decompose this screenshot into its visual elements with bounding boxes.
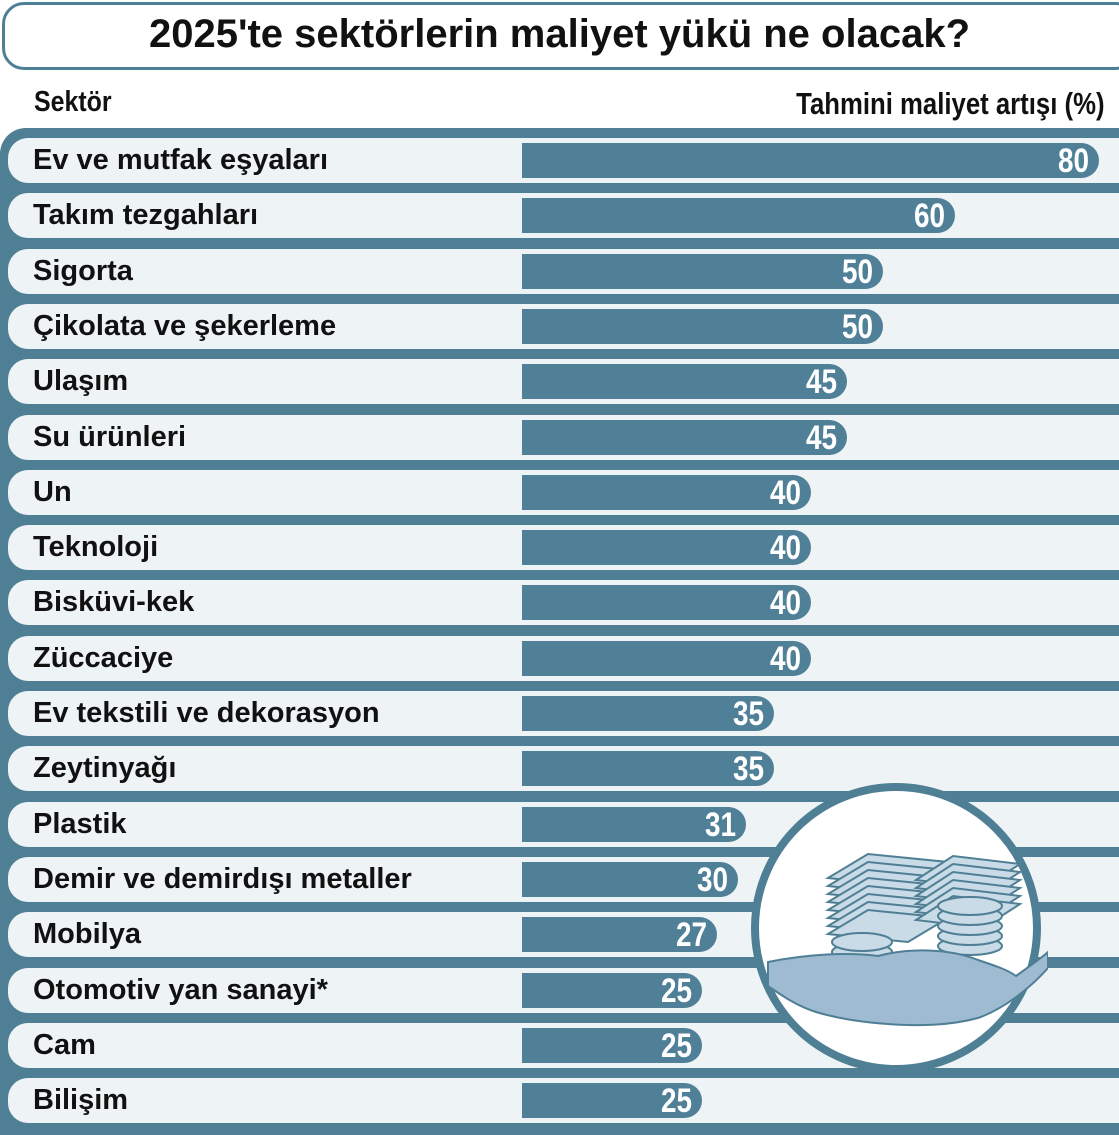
bar-value-label: 80 xyxy=(1057,142,1089,180)
bar-row: Çikolata ve şekerleme 50 xyxy=(8,304,1119,349)
bar-row: Ev tekstili ve dekorasyon 35 xyxy=(8,691,1119,736)
bar-row: Züccaciye 40 xyxy=(8,636,1119,681)
bar-row: Takım tezgahları 60 xyxy=(8,193,1119,238)
bar xyxy=(522,198,955,233)
category-label: Zeytinyağı xyxy=(33,752,177,784)
bar-value-label: 45 xyxy=(805,419,837,457)
bar-value-label: 40 xyxy=(769,474,801,512)
title-box xyxy=(2,2,1119,70)
bar-row: Su ürünleri 45 xyxy=(8,415,1119,460)
category-label: Ulaşım xyxy=(33,365,129,397)
category-label: Bilişim xyxy=(33,1084,129,1116)
category-label: Su ürünleri xyxy=(33,421,187,453)
bar-row: Un 40 xyxy=(8,470,1119,515)
bar xyxy=(522,420,847,455)
bar xyxy=(522,475,811,510)
bar xyxy=(522,641,811,676)
bar xyxy=(522,1083,703,1118)
category-label: Ev tekstili ve dekorasyon xyxy=(33,697,380,729)
category-label: Un xyxy=(33,476,72,508)
bar xyxy=(522,254,883,289)
bar-value-label: 25 xyxy=(661,1027,693,1065)
bar xyxy=(522,309,883,344)
bar-value-label: 40 xyxy=(769,529,801,567)
bar xyxy=(522,585,811,620)
category-label: Züccaciye xyxy=(33,642,174,674)
bar-row: Ev ve mutfak eşyaları 80 xyxy=(8,138,1119,183)
value-header: Tahmini maliyet artışı (%) xyxy=(796,86,1105,121)
chart-title: 2025'te sektörlerin maliyet yükü ne olac… xyxy=(148,12,970,56)
category-label: Plastik xyxy=(33,808,127,840)
category-header: Sektör xyxy=(34,86,112,118)
bar-row: Zeytinyağı 35 xyxy=(8,746,1119,791)
category-label: Bisküvi-kek xyxy=(33,586,195,618)
category-label: Takım tezgahları xyxy=(33,199,259,231)
bar-value-label: 27 xyxy=(675,916,707,954)
bar-row: Bisküvi-kek 40 xyxy=(8,580,1119,625)
bar xyxy=(522,973,703,1008)
bar-value-label: 45 xyxy=(805,363,837,401)
bar xyxy=(522,862,739,897)
category-label: Cam xyxy=(33,1029,96,1061)
bar-row: Sigorta 50 xyxy=(8,249,1119,294)
category-label: Çikolata ve şekerleme xyxy=(33,310,337,342)
bar-value-label: 40 xyxy=(769,640,801,678)
bar-value-label: 35 xyxy=(733,695,765,733)
bar-row: Ulaşım 45 xyxy=(8,359,1119,404)
bar xyxy=(522,696,775,731)
category-label: Ev ve mutfak eşyaları xyxy=(33,144,329,176)
bar xyxy=(522,364,847,399)
bar xyxy=(522,807,746,842)
category-label: Sigorta xyxy=(33,255,133,287)
category-label: Mobilya xyxy=(33,918,141,950)
bar-value-label: 31 xyxy=(704,806,736,844)
bar xyxy=(522,751,775,786)
bar-value-label: 40 xyxy=(769,584,801,622)
bar xyxy=(522,1028,703,1063)
category-label: Otomotiv yan sanayi* xyxy=(33,974,328,1006)
bar-value-label: 35 xyxy=(733,750,765,788)
bar-value-label: 50 xyxy=(841,253,873,291)
bar-row: Teknoloji 40 xyxy=(8,525,1119,570)
hand-icon xyxy=(767,949,1048,1027)
money-stack-hand-icon xyxy=(751,783,1048,1073)
bar xyxy=(522,917,717,952)
bar xyxy=(522,530,811,565)
bar-value-label: 25 xyxy=(661,972,693,1010)
bar-value-label: 60 xyxy=(913,197,945,235)
bar-value-label: 50 xyxy=(841,308,873,346)
bar-value-label: 25 xyxy=(661,1082,693,1120)
bar-row: Bilişim 25 xyxy=(8,1078,1119,1123)
category-label: Demir ve demirdışı metaller xyxy=(33,863,412,895)
bar-value-label: 30 xyxy=(697,861,729,899)
category-label: Teknoloji xyxy=(33,531,159,563)
bar xyxy=(522,143,1099,178)
